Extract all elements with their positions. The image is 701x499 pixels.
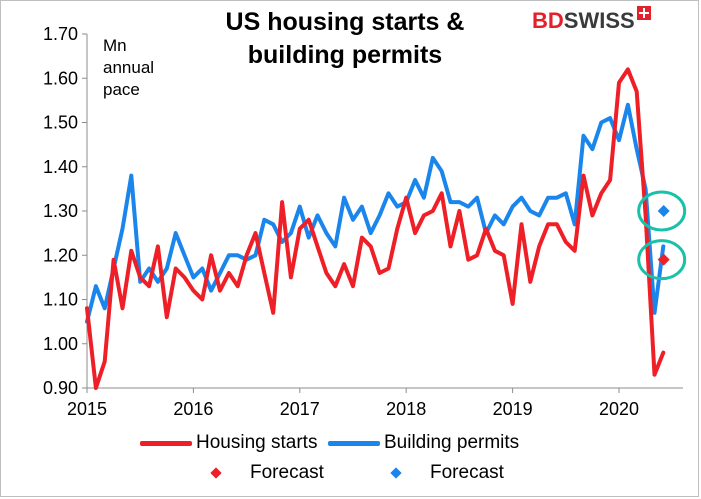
housing-starts-line (85, 67, 666, 390)
unit-line-1: Mn (103, 36, 127, 55)
legend-diamond-starts (210, 467, 222, 479)
x-tick-label: 2016 (173, 399, 213, 419)
legend-label-forecast-permits: Forecast (430, 462, 504, 483)
legend-item-building-permits: Building permits (328, 432, 519, 454)
y-tick-label: 1.60 (43, 68, 78, 88)
y-tick-label: 1.30 (43, 201, 78, 221)
forecast-highlight-circle (637, 239, 687, 281)
series-layer (85, 67, 687, 390)
legend-label-starts: Housing starts (196, 432, 318, 453)
forecast-starts-point (657, 253, 670, 266)
unit-line-2: annual (103, 58, 155, 77)
x-tick-label: 2015 (67, 399, 107, 419)
legend-label-permits: Building permits (384, 432, 520, 453)
y-unit-label: Mn annual pace (103, 35, 183, 101)
brand-bd: BD (532, 8, 564, 33)
y-axis: 0.90 1.00 1.10 1.20 1.30 1.40 1.50 1.60 1.70 (43, 24, 88, 398)
x-tick-label: 2017 (280, 399, 320, 419)
y-tick-label: 1.20 (43, 245, 78, 265)
chart-title-line-2: building permits (247, 41, 443, 69)
brand-swiss: SWISS (563, 8, 635, 33)
legend-line-permits (328, 440, 380, 446)
legend-item-forecast-starts: Forecast (190, 462, 324, 484)
y-tick-label: 1.70 (43, 24, 78, 44)
y-tick-label: 1.00 (43, 334, 78, 354)
legend-label-forecast-starts: Forecast (250, 462, 324, 483)
x-tick-label: 2018 (386, 399, 426, 419)
legend-item-forecast-permits: Forecast (370, 462, 504, 484)
y-tick-label: 0.90 (43, 378, 78, 398)
forecast-highlight-circle (637, 190, 687, 232)
chart-title: US housing starts & building permits (195, 6, 495, 72)
x-tick-label: 2019 (493, 399, 533, 419)
legend-diamond-permits (390, 467, 402, 479)
unit-line-3: pace (103, 80, 140, 99)
legend-line-starts (140, 440, 192, 446)
building-permits-line (85, 102, 666, 324)
y-tick-label: 1.50 (43, 113, 78, 133)
forecast-permits-point (657, 205, 670, 217)
y-tick-label: 1.10 (43, 290, 78, 310)
swiss-flag-icon (636, 6, 651, 20)
x-axis: 2015 2016 2017 2018 2019 2020 (67, 387, 683, 419)
legend-item-housing-starts: Housing starts (140, 432, 317, 454)
x-tick-label: 2020 (599, 399, 639, 419)
y-tick-label: 1.40 (43, 157, 78, 177)
brand-logo: BDSWISS (532, 6, 651, 34)
legend: Housing starts Building permits Forecast… (140, 432, 600, 492)
chart-title-line-1: US housing starts & (225, 8, 465, 36)
